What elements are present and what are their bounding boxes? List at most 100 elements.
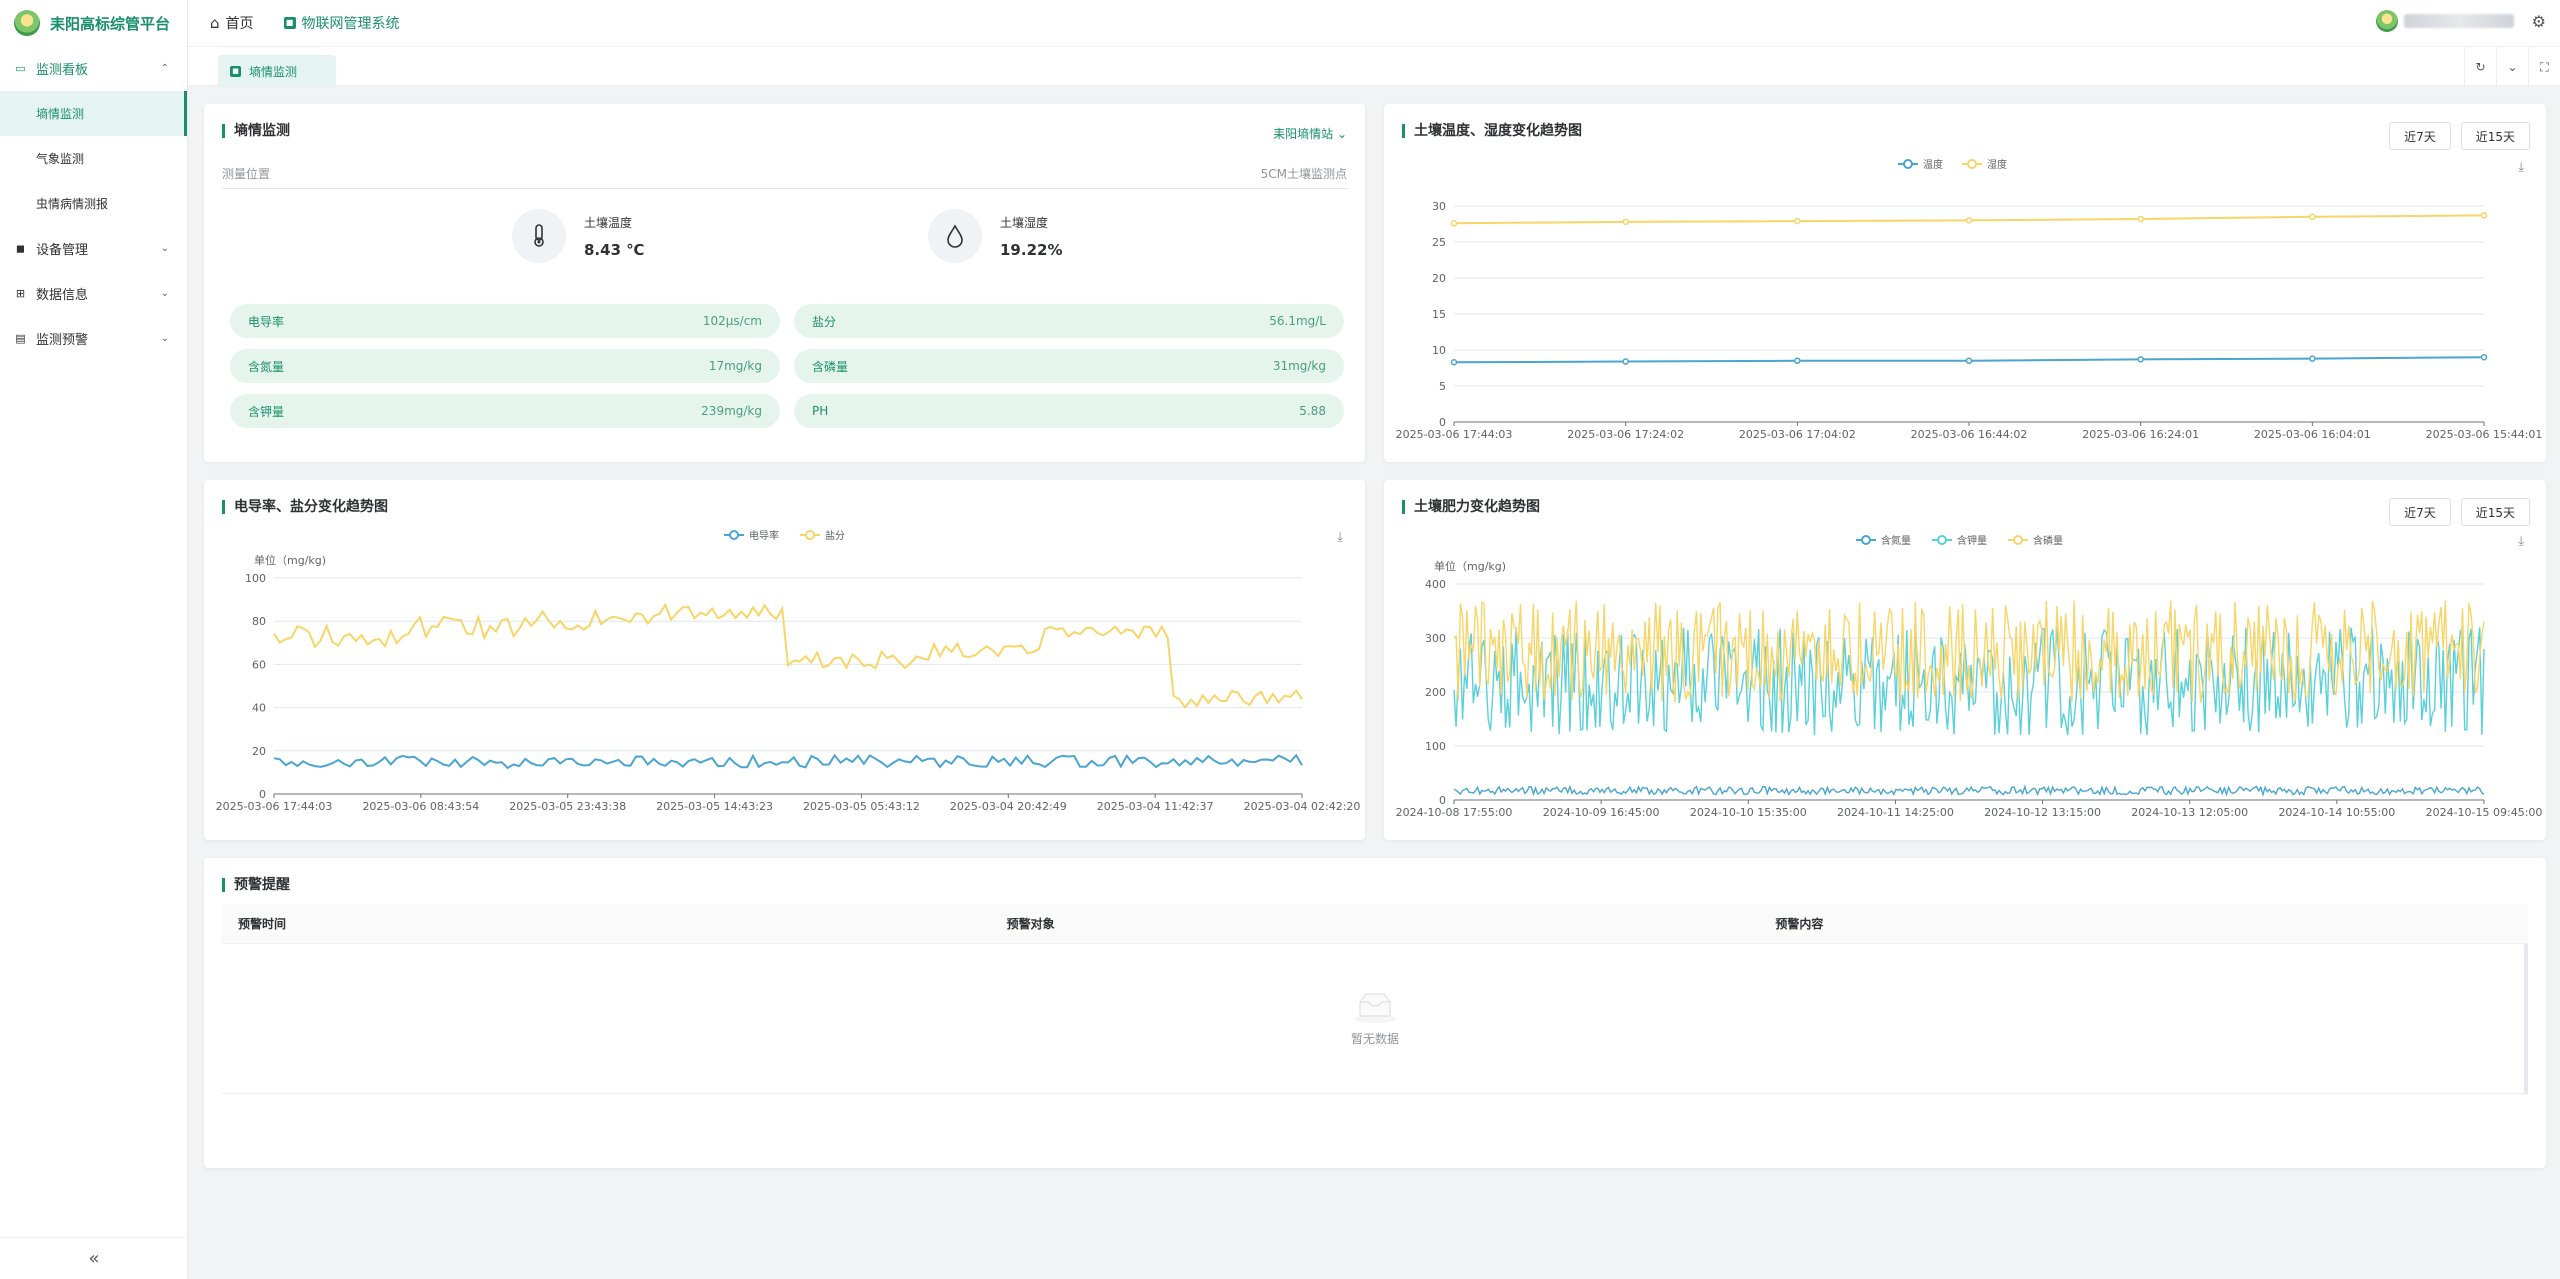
thermometer-icon [512,209,566,263]
chevron-down-icon: ⌄ [2507,60,2518,74]
sidebar-item-monitor-dashboard[interactable]: ▭ 监测看板 ⌃ [0,46,187,91]
y-tick-label: 10 [1432,344,1446,357]
x-tick-label: 2025-03-06 16:44:02 [1911,428,2028,441]
sidebar-item-label: 数据信息 [36,288,89,303]
y-tick-label: 300 [1425,632,1446,645]
data-point [1450,220,1458,227]
legend-label: 湿度 [1987,158,2007,171]
metric-label: 电导率 [248,314,285,329]
y-axis-label: 单位（mg/kg) [1434,559,1506,573]
alert-doc-icon: ▤ [15,332,26,345]
download-icon[interactable]: ⤓ [2518,160,2524,175]
tab-soil-monitor[interactable]: ■ 墒情监测 [218,55,336,87]
x-tick-label: 2025-03-06 08:43:54 [362,800,479,813]
sidebar-item-pest-report[interactable]: 虫情病情测报 [0,181,187,226]
x-tick-label: 2025-03-04 20:42:49 [950,800,1067,813]
x-tick-label: 2025-03-06 17:44:03 [1396,428,1513,441]
station-select[interactable]: 耒阳墒情站 ⌄ [1273,125,1347,142]
nav-iot-system[interactable]: ■ 物联网管理系统 [283,13,400,33]
grid-icon: ⊞ [15,287,26,300]
series-line [273,602,1303,709]
metric-label: 含磷量 [812,359,849,374]
last-15-days-button[interactable]: 近15天 [2460,122,2530,150]
y-tick-label: 0 [1439,416,1446,429]
data-point [2137,215,2144,223]
user-name-redacted[interactable] [2403,14,2514,28]
metric-potassium: 含钾量 239mg/kg [230,394,780,428]
x-tick-label: 2024-10-09 16:45:00 [1543,806,1660,819]
legend-marker [1903,159,1913,169]
data-point [1622,218,1629,226]
table-scrollbar[interactable] [2524,944,2528,1094]
gear-icon[interactable]: ⚙ [2531,11,2546,31]
metric-value: 239mg/kg [701,404,762,418]
x-tick-label: 2025-03-06 17:04:02 [1739,428,1856,441]
sidebar-item-label: 设备管理 [36,243,89,258]
tabs-bar: ■ 墒情监测 ↻ ⌄ ⛶ [188,46,2560,87]
download-icon[interactable]: ⤓ [1337,530,1343,545]
legend-label: 盐分 [825,529,845,542]
x-tick-label: 2025-03-05 14:43:23 [656,800,773,813]
metric-conductivity: 电导率 102μs/cm [230,304,780,338]
y-tick-label: 5 [1439,380,1446,393]
chevron-down-icon: ⌄ [160,333,169,344]
download-icon[interactable]: ⤓ [2518,534,2524,549]
y-tick-label: 100 [245,572,266,585]
column-header: 预警内容 [1775,917,1824,931]
user-menu[interactable]: ⚙ [2375,10,2546,32]
sidebar-item-data-info[interactable]: ⊞ 数据信息 ⌄ [0,271,187,316]
data-point [1622,358,1629,365]
metric-value: 31mg/kg [1272,359,1326,373]
nav-home[interactable]: ⌂ 首页 [210,13,254,33]
x-tick-label: 2025-03-05 05:43:12 [803,800,920,813]
system-icon: ■ [283,17,296,29]
data-point [1450,358,1458,366]
x-tick-label: 2025-03-04 02:42:20 [1244,800,1361,813]
card-title: 预警提醒 [222,878,290,892]
data-point [2480,212,2488,219]
column-header: 预警对象 [1006,917,1055,931]
home-icon: ⌂ [210,14,220,32]
temp-value: 8.43 ℃ [584,240,645,259]
soil-temp-metric: 土壤温度 8.43 ℃ [512,209,644,263]
tabs-dropdown-button[interactable]: ⌄ [2496,47,2528,87]
data-point [1794,217,1801,225]
app-logo: 耒阳高标综管平台 [0,0,187,46]
sidebar-item-device-management[interactable]: ◼ 设备管理 ⌄ [0,226,187,271]
sidebar-item-monitor-warning[interactable]: ▤ 监测预警 ⌄ [0,316,187,361]
column-header: 预警时间 [238,917,287,931]
last-7-days-button[interactable]: 近7天 [2389,122,2451,150]
refresh-button[interactable]: ↻ [2464,47,2496,87]
chevron-down-icon: ⌄ [160,243,169,254]
station-label: 耒阳墒情站 [1273,127,1334,141]
sidebar-item-weather-monitor[interactable]: 气象监测 [0,136,187,181]
collapse-sidebar-button[interactable]: « [0,1237,188,1279]
app-title: 耒阳高标综管平台 [50,14,171,33]
metric-label: 含氮量 [248,359,285,374]
y-tick-label: 20 [252,745,266,758]
data-point [2309,213,2316,221]
sidebar-item-soil-monitor[interactable]: 墒情监测 [0,91,187,136]
nav-home-label: 首页 [225,16,254,32]
last-7-days-button[interactable]: 近7天 [2389,498,2451,526]
measurement-location-row: 测量位置 5CM土壤监测点 [222,159,1347,189]
logo-icon [14,10,40,36]
x-tick-label: 2025-03-04 11:42:37 [1097,800,1214,813]
tab-label: 墒情监测 [249,64,298,79]
last-15-days-button[interactable]: 近15天 [2460,498,2530,526]
x-tick-label: 2024-10-14 10:55:00 [2278,806,2395,819]
top-bar: ⌂ 首页 ■ 物联网管理系统 ⚙ [188,0,2560,46]
metric-label: PH [812,404,829,418]
data-point [2309,355,2316,362]
metric-salinity: 盐分 56.1mg/L [794,304,1344,338]
warning-table: 预警时间 预警对象 预警内容 暂无数据 [222,904,2528,1094]
card-title: 墒情监测 [222,124,290,138]
empty-text: 暂无数据 [1350,1032,1399,1046]
fullscreen-button[interactable]: ⛶ [2528,47,2560,87]
table-header: 预警时间 预警对象 预警内容 [222,904,2528,944]
series-line [1453,784,2485,797]
card-title: 电导率、盐分变化趋势图 [222,500,388,514]
x-tick-label: 2024-10-15 09:45:00 [2426,806,2543,819]
avatar[interactable] [2375,10,2398,32]
temp-humidity-chart-card: 土壤温度、湿度变化趋势图 近7天 近15天 ⤓ 0 5 10 15 20 25 30 2025… [1384,104,2546,462]
